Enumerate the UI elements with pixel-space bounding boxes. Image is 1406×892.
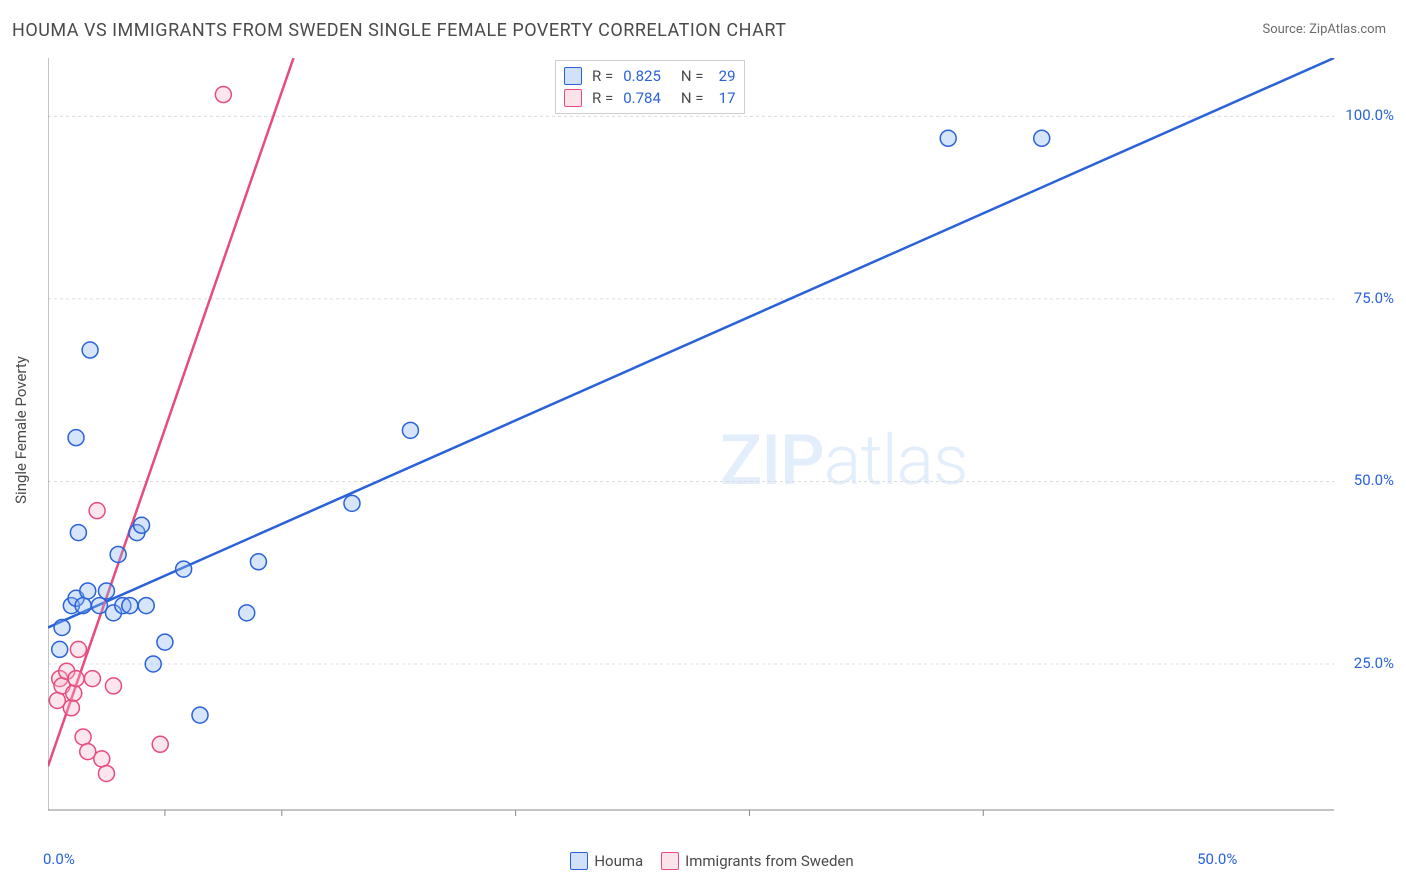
data-point bbox=[110, 546, 126, 562]
legend-swatch bbox=[564, 89, 582, 107]
legend-n-value: 29 bbox=[714, 67, 736, 85]
legend-n-label: N = bbox=[681, 67, 704, 85]
legend-r-label: R = bbox=[592, 67, 613, 85]
legend-n-label: N = bbox=[681, 89, 704, 107]
data-point bbox=[75, 598, 91, 614]
data-point bbox=[94, 751, 110, 767]
data-point bbox=[176, 561, 192, 577]
legend-row: R = 0.784 N = 17 bbox=[564, 87, 736, 109]
data-point bbox=[138, 598, 154, 614]
data-point bbox=[152, 736, 168, 752]
regression-line bbox=[48, 58, 294, 766]
data-point bbox=[344, 495, 360, 511]
data-point bbox=[52, 641, 68, 657]
data-point bbox=[105, 678, 121, 694]
scatter-chart bbox=[48, 58, 1388, 818]
data-point bbox=[1034, 130, 1050, 146]
data-point bbox=[80, 583, 96, 599]
legend-r-value: 0.825 bbox=[623, 67, 661, 85]
legend-series-label: Houma bbox=[594, 852, 643, 870]
y-tick-label: 100.0% bbox=[1345, 106, 1394, 124]
data-point bbox=[54, 619, 70, 635]
data-point bbox=[98, 583, 114, 599]
legend-r-value: 0.784 bbox=[623, 89, 661, 107]
y-axis-label: Single Female Poverty bbox=[12, 356, 30, 504]
legend-swatch bbox=[570, 852, 588, 870]
data-point bbox=[940, 130, 956, 146]
data-point bbox=[84, 671, 100, 687]
data-point bbox=[66, 685, 82, 701]
data-point bbox=[68, 671, 84, 687]
data-point bbox=[145, 656, 161, 672]
data-point bbox=[192, 707, 208, 723]
legend-swatch bbox=[661, 852, 679, 870]
legend-n-value: 17 bbox=[714, 89, 736, 107]
y-tick-label: 50.0% bbox=[1354, 471, 1394, 489]
legend-series-label: Immigrants from Sweden bbox=[685, 852, 853, 870]
data-point bbox=[89, 503, 105, 519]
y-tick-label: 75.0% bbox=[1354, 289, 1394, 307]
legend-swatch bbox=[564, 67, 582, 85]
legend-row: R = 0.825 N = 29 bbox=[564, 65, 736, 87]
data-point bbox=[63, 700, 79, 716]
y-tick-label: 25.0% bbox=[1354, 654, 1394, 672]
data-point bbox=[122, 598, 138, 614]
data-point bbox=[75, 729, 91, 745]
correlation-legend: R = 0.825 N = 29 R = 0.784 N = 17 bbox=[555, 60, 745, 114]
series-legend: Houma Immigrants from Sweden bbox=[0, 851, 1406, 870]
legend-r-label: R = bbox=[592, 89, 613, 107]
data-point bbox=[250, 554, 266, 570]
data-point bbox=[68, 430, 84, 446]
data-point bbox=[70, 525, 86, 541]
chart-title: HOUMA VS IMMIGRANTS FROM SWEDEN SINGLE F… bbox=[12, 20, 787, 41]
data-point bbox=[98, 765, 114, 781]
data-point bbox=[134, 517, 150, 533]
data-point bbox=[82, 342, 98, 358]
regression-line bbox=[48, 58, 1334, 627]
data-point bbox=[70, 641, 86, 657]
data-point bbox=[215, 87, 231, 103]
data-point bbox=[402, 422, 418, 438]
source-label: Source: ZipAtlas.com bbox=[1262, 22, 1386, 37]
data-point bbox=[239, 605, 255, 621]
data-point bbox=[157, 634, 173, 650]
